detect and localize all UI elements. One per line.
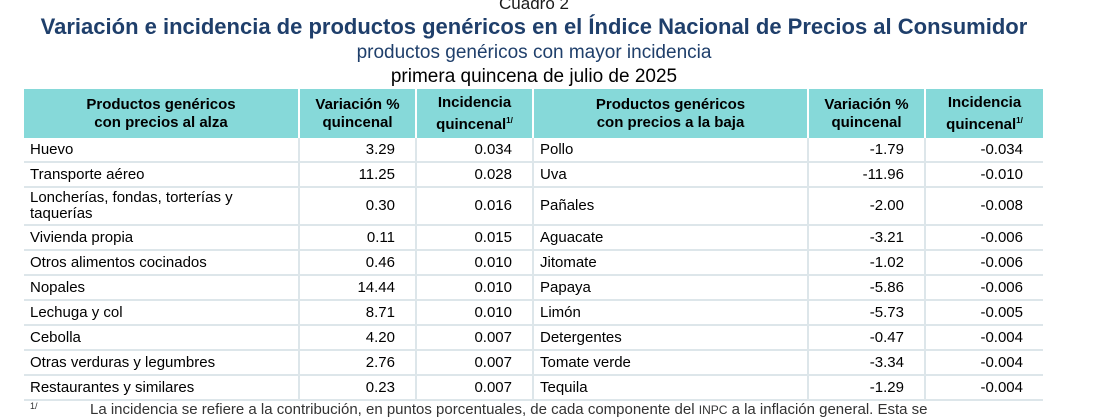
incidence-table: Productos genéricos con precios al alza … — [24, 89, 1043, 401]
cell-up-variation: 0.11 — [299, 225, 417, 251]
cell-up-incidence: 0.010 — [416, 275, 534, 301]
cell-up-product: Transporte aéreo — [24, 162, 300, 188]
cell-down-incidence: -0.010 — [925, 162, 1043, 188]
cell-up-product: Huevo — [24, 138, 300, 163]
cell-down-product: Tequila — [533, 375, 809, 401]
cell-down-variation: -0.47 — [808, 325, 926, 351]
table-body: Huevo 3.29 0.034 Pollo -1.79 -0.034 Transporte… — [24, 138, 1043, 401]
cell-down-product: Papaya — [533, 275, 809, 301]
cell-down-product: Pañales — [533, 187, 809, 226]
cell-up-variation: 2.76 — [299, 350, 417, 376]
period-label: primera quincena de julio de 2025 — [390, 66, 678, 87]
footnote-text-after: a la inflación general. Esta se — [727, 401, 928, 418]
header-down-variation: Variación % quincenal — [808, 89, 926, 138]
footnote-inpc: INPC — [698, 403, 728, 417]
table-number: Cuadro 2 — [499, 0, 569, 13]
table-header-row: Productos genéricos con precios al alza … — [24, 89, 1043, 138]
cell-down-incidence: -0.006 — [925, 225, 1043, 251]
cell-down-incidence: -0.006 — [925, 250, 1043, 276]
cell-down-product: Tomate verde — [533, 350, 809, 376]
cell-down-variation: -11.96 — [808, 162, 926, 188]
cell-up-variation: 0.30 — [299, 187, 417, 226]
cell-down-product: Pollo — [533, 138, 809, 163]
table-row: Transporte aéreo 11.25 0.028 Uva -11.96 -0.01… — [24, 162, 1043, 188]
cell-up-incidence: 0.034 — [416, 138, 534, 163]
header-up-incidence: Incidencia quincenal1/ — [416, 89, 534, 138]
cell-up-incidence: 0.016 — [416, 187, 534, 226]
cell-down-product: Detergentes — [533, 325, 809, 351]
cell-up-product: Lechuga y col — [24, 300, 300, 326]
cell-down-incidence: -0.034 — [925, 138, 1043, 163]
cell-up-variation: 3.29 — [299, 138, 417, 163]
table-row: Lechuga y col 8.71 0.010 Limón -5.73 -0.005 — [24, 300, 1043, 326]
cell-down-incidence: -0.006 — [925, 275, 1043, 301]
cell-up-variation: 11.25 — [299, 162, 417, 188]
cell-up-variation: 0.46 — [299, 250, 417, 276]
page-subtitle: productos genéricos con mayor incidencia — [356, 42, 712, 63]
table-row: Nopales 14.44 0.010 Papaya -5.86 -0.006 — [24, 275, 1043, 301]
cell-down-variation: -1.29 — [808, 375, 926, 401]
table-row: Cebolla 4.20 0.007 Detergentes -0.47 -0.004 — [24, 325, 1043, 351]
cell-down-variation: -5.86 — [808, 275, 926, 301]
page-title: Variación e incidencia de productos gené… — [40, 14, 1028, 39]
cell-up-product: Nopales — [24, 275, 300, 301]
cell-up-incidence: 0.007 — [416, 325, 534, 351]
table-row: Loncherías, fondas, torterías y taquería… — [24, 187, 1043, 226]
footnote: 1/La incidencia se refiere a la contribu… — [30, 401, 1116, 418]
footnote-text-before: La incidencia se refiere a la contribuci… — [90, 401, 699, 418]
cell-up-product: Otros alimentos cocinados — [24, 250, 300, 276]
header-down-incidence: Incidencia quincenal1/ — [925, 89, 1043, 138]
footnote-marker: 1/ — [30, 401, 38, 411]
header-down-product: Productos genéricos con precios a la baj… — [533, 89, 809, 138]
cell-down-incidence: -0.004 — [925, 325, 1043, 351]
cell-down-incidence: -0.008 — [925, 187, 1043, 226]
cell-up-product: Loncherías, fondas, torterías y taquería… — [24, 187, 300, 226]
table-row: Vivienda propia 0.11 0.015 Aguacate -3.21 -0.… — [24, 225, 1043, 251]
cell-down-variation: -3.34 — [808, 350, 926, 376]
cell-down-variation: -1.79 — [808, 138, 926, 163]
cell-up-incidence: 0.015 — [416, 225, 534, 251]
cell-down-product: Aguacate — [533, 225, 809, 251]
cell-down-product: Uva — [533, 162, 809, 188]
cell-down-variation: -2.00 — [808, 187, 926, 226]
cell-up-incidence: 0.010 — [416, 300, 534, 326]
cell-up-product: Vivienda propia — [24, 225, 300, 251]
cell-up-product: Otras verduras y legumbres — [24, 350, 300, 376]
cell-down-incidence: -0.004 — [925, 350, 1043, 376]
table-row: Huevo 3.29 0.034 Pollo -1.79 -0.034 — [24, 138, 1043, 163]
cell-down-variation: -1.02 — [808, 250, 926, 276]
cell-up-incidence: 0.007 — [416, 350, 534, 376]
cell-up-variation: 0.23 — [299, 375, 417, 401]
footnote-marker: 1/ — [1016, 115, 1023, 125]
cell-up-product: Restaurantes y similares — [24, 375, 300, 401]
footnote-marker: 1/ — [506, 115, 513, 125]
cell-down-product: Limón — [533, 300, 809, 326]
table-row: Restaurantes y similares 0.23 0.007 Tequila… — [24, 375, 1043, 401]
cell-up-incidence: 0.007 — [416, 375, 534, 401]
cell-up-variation: 8.71 — [299, 300, 417, 326]
header-up-variation: Variación % quincenal — [299, 89, 417, 138]
cell-down-variation: -5.73 — [808, 300, 926, 326]
cell-down-variation: -3.21 — [808, 225, 926, 251]
cell-down-incidence: -0.005 — [925, 300, 1043, 326]
cell-up-product: Cebolla — [24, 325, 300, 351]
header-up-product: Productos genéricos con precios al alza — [24, 89, 300, 138]
cell-down-product: Jitomate — [533, 250, 809, 276]
cell-down-incidence: -0.004 — [925, 375, 1043, 401]
table-row: Otros alimentos cocinados 0.46 0.010 Jitoma… — [24, 250, 1043, 276]
cell-up-incidence: 0.010 — [416, 250, 534, 276]
cell-up-incidence: 0.028 — [416, 162, 534, 188]
cell-up-variation: 14.44 — [299, 275, 417, 301]
table-row: Otras verduras y legumbres 2.76 0.007 Tomat… — [24, 350, 1043, 376]
cell-up-variation: 4.20 — [299, 325, 417, 351]
